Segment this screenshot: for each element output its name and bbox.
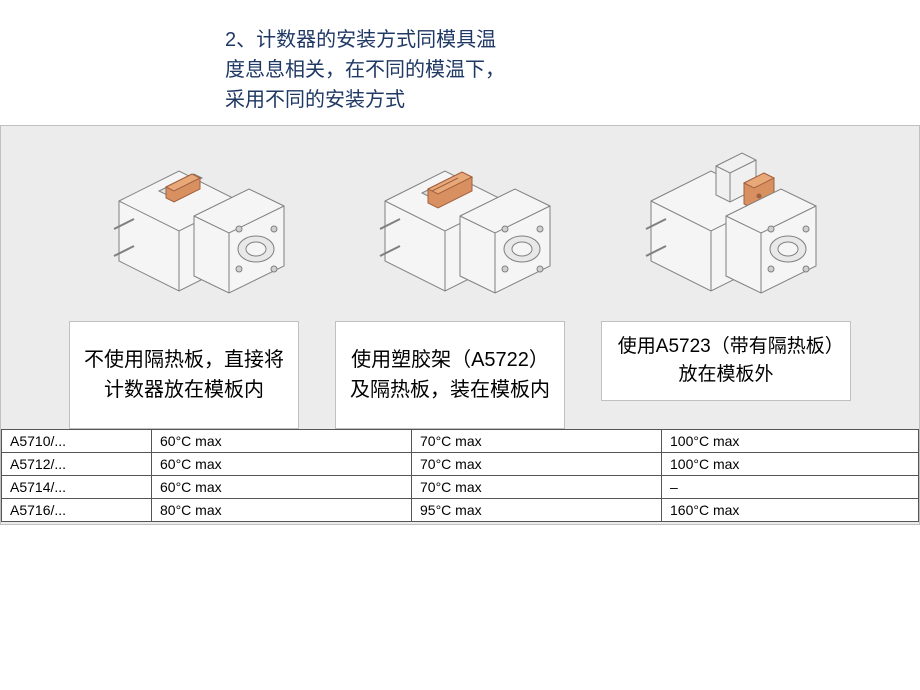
table-cell: A5716/...	[2, 499, 152, 522]
table-cell: 70°C max	[412, 476, 662, 499]
table-cell: 100°C max	[662, 430, 919, 453]
mold-diagram-1	[84, 141, 304, 311]
table-row: A5714/...60°C max70°C max–	[2, 476, 919, 499]
temperature-table: A5710/...60°C max70°C max100°C maxA5712/…	[1, 429, 919, 522]
diagram-row	[1, 141, 919, 311]
caption-2: 使用塑胶架（A5722）及隔热板，装在模板内	[335, 321, 565, 429]
table-cell: 60°C max	[152, 430, 412, 453]
mold-diagram-3	[616, 141, 836, 311]
caption-3: 使用A5723（带有隔热板）放在模板外	[601, 321, 851, 401]
table-cell: 70°C max	[412, 453, 662, 476]
table-cell: A5712/...	[2, 453, 152, 476]
table-cell: 80°C max	[152, 499, 412, 522]
table-cell: A5710/...	[2, 430, 152, 453]
table-cell: –	[662, 476, 919, 499]
table-cell: 60°C max	[152, 453, 412, 476]
table-cell: 160°C max	[662, 499, 919, 522]
content-panel: 不使用隔热板，直接将计数器放在模板内 使用塑胶架（A5722）及隔热板，装在模板…	[0, 125, 920, 525]
header-text: 2、计数器的安装方式同模具温度息息相关，在不同的模温下，采用不同的安装方式	[225, 25, 515, 115]
caption-row: 不使用隔热板，直接将计数器放在模板内 使用塑胶架（A5722）及隔热板，装在模板…	[1, 321, 919, 429]
mold-diagram-2	[350, 141, 570, 311]
table-cell: 60°C max	[152, 476, 412, 499]
table-row: A5710/...60°C max70°C max100°C max	[2, 430, 919, 453]
table-cell: 100°C max	[662, 453, 919, 476]
table-row: A5712/...60°C max70°C max100°C max	[2, 453, 919, 476]
table-cell: 70°C max	[412, 430, 662, 453]
table-row: A5716/...80°C max95°C max160°C max	[2, 499, 919, 522]
caption-1: 不使用隔热板，直接将计数器放在模板内	[69, 321, 299, 429]
table-cell: A5714/...	[2, 476, 152, 499]
table-cell: 95°C max	[412, 499, 662, 522]
